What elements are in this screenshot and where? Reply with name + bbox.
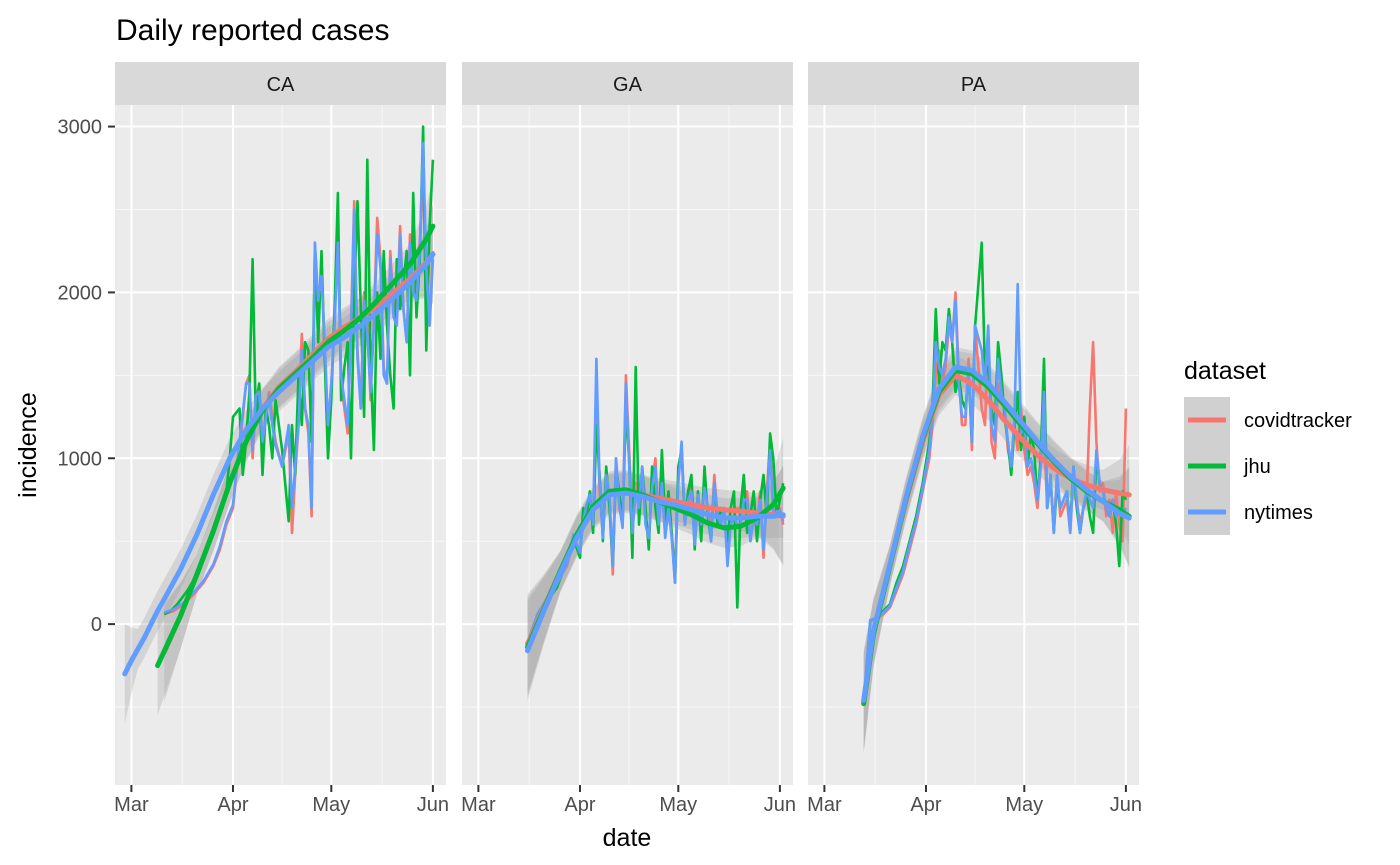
x-tick-label: Mar <box>114 794 149 816</box>
facet-strip-label: CA <box>267 74 295 96</box>
facet-strip-label: PA <box>961 74 987 96</box>
facet-strip <box>462 62 793 105</box>
facet-strip <box>808 62 1139 105</box>
ribbon-jhu <box>863 350 1130 754</box>
y-tick-label: 3000 <box>58 117 103 139</box>
x-axis-label: date <box>603 824 652 852</box>
smooth-line-nytimes <box>525 490 786 654</box>
ribbon-covidtracker <box>863 355 1130 752</box>
series-line-nytimes <box>862 282 1128 701</box>
x-tick-label: Apr <box>564 794 595 816</box>
x-tick-label: May <box>312 794 350 816</box>
x-tick-label: Mar <box>461 794 496 816</box>
x-tick-label: Apr <box>910 794 941 816</box>
series-line-nytimes <box>526 357 785 643</box>
legend-label: covidtracker <box>1244 410 1352 432</box>
x-tick-label: Jun <box>764 794 796 816</box>
x-tick-label: Jun <box>417 794 449 816</box>
x-tick-label: May <box>659 794 697 816</box>
facet-strip-label: GA <box>613 74 643 96</box>
chart-title: Daily reported cases <box>116 14 389 47</box>
legend-label: jhu <box>1243 456 1271 478</box>
y-tick-label: 0 <box>91 614 102 636</box>
smooth-line-nytimes <box>861 364 1132 703</box>
smooth-line-nytimes <box>122 251 436 677</box>
x-tick-label: Apr <box>217 794 248 816</box>
legend-label: nytimes <box>1244 502 1313 524</box>
y-tick-label: 2000 <box>58 282 103 304</box>
legend-title: dataset <box>1184 357 1266 385</box>
panel-background <box>808 105 1139 785</box>
facet-pa: PA Mar Apr May Jun <box>807 62 1142 816</box>
x-tick-label: Jun <box>1110 794 1142 816</box>
facet-ga: GA Mar Apr May Jun <box>461 62 796 816</box>
facet-ca: CA Mar Apr May Jun 0 1000 2000 3000 <box>58 62 449 816</box>
facet-strip <box>115 62 446 105</box>
facet-panels: CA Mar Apr May Jun 0 1000 2000 3000 GA Mar Apr May Ju… <box>58 62 1142 816</box>
legend: dataset covidtracker jhu nytimes <box>1184 357 1352 535</box>
x-tick-label: May <box>1005 794 1043 816</box>
y-tick-label: 1000 <box>58 448 103 470</box>
y-axis-label: incidence <box>14 392 42 498</box>
x-tick-label: Mar <box>807 794 842 816</box>
